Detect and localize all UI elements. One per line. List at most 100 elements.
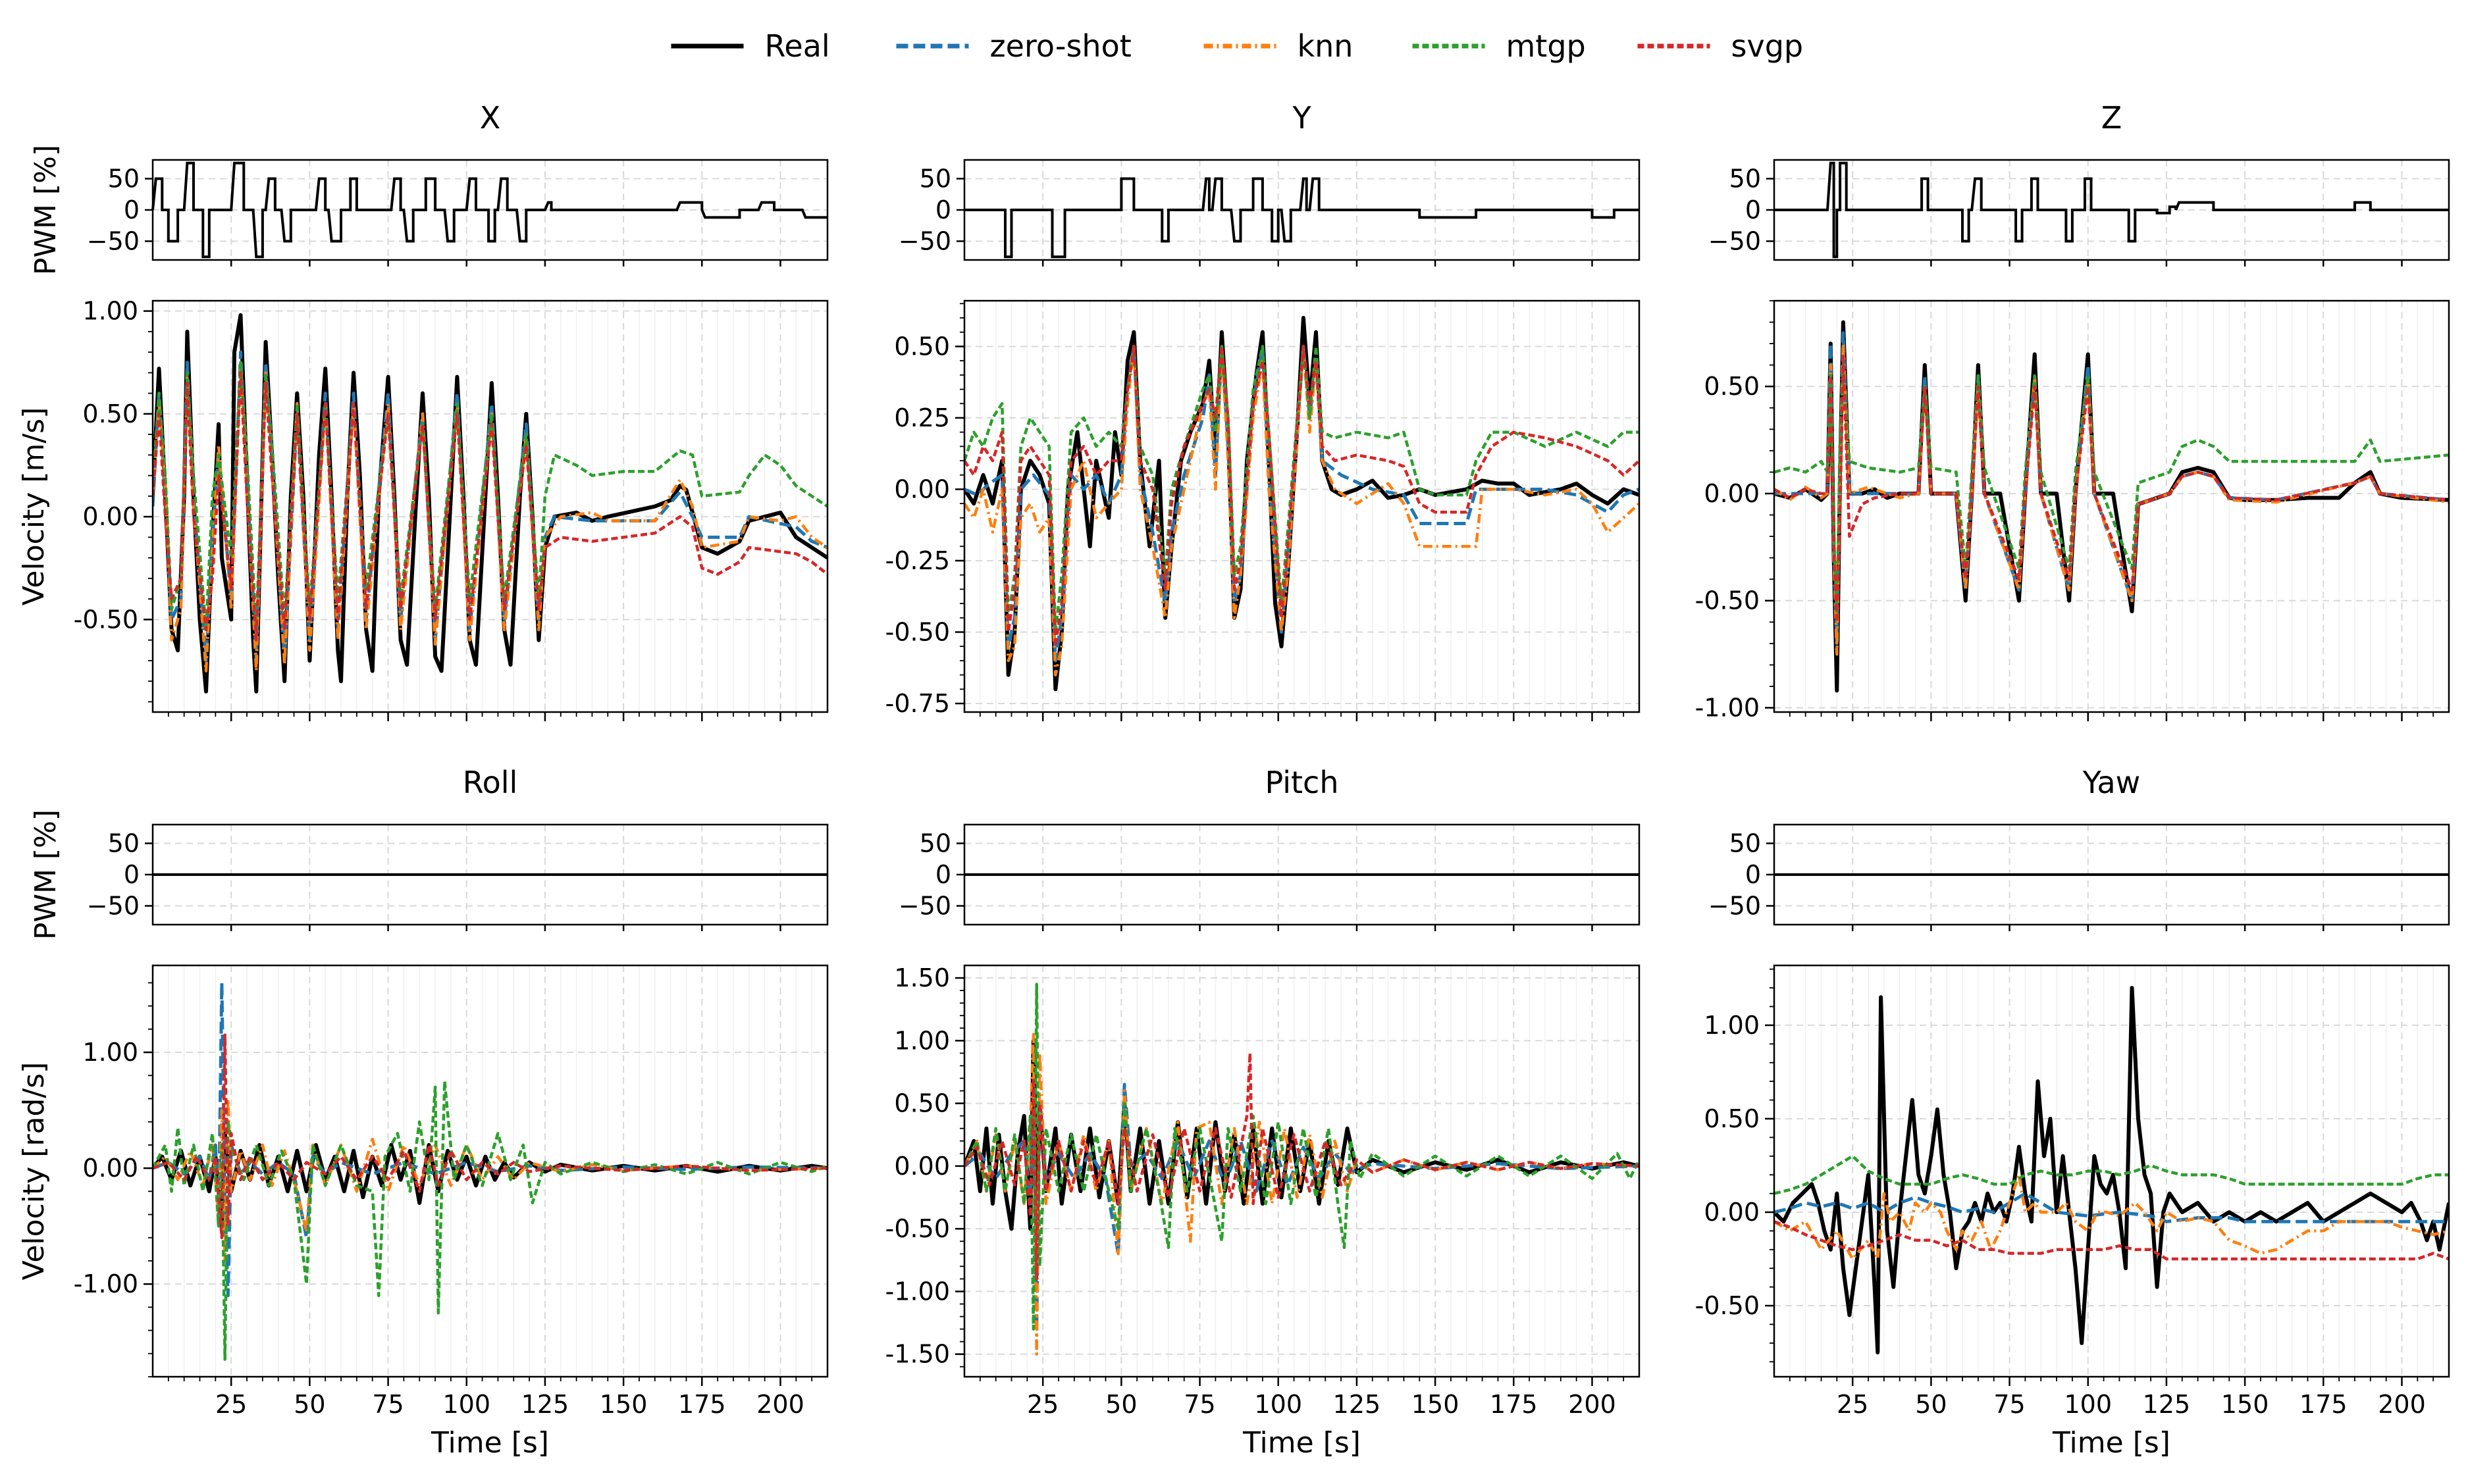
series-line-zero-shot xyxy=(964,344,1639,663)
pwm-ytick-label: 0 xyxy=(935,195,951,224)
xtick-label: 75 xyxy=(1184,1390,1215,1419)
ytick-label: 0.50 xyxy=(894,332,950,361)
pwm-ytick-label: −50 xyxy=(899,227,951,256)
xtick-label: 75 xyxy=(1993,1390,2025,1419)
series-line-knn xyxy=(1774,1173,2449,1261)
panel-title-x: X xyxy=(480,100,501,136)
series-line-mtgp xyxy=(153,361,827,632)
pwm-axes-z: 500 −50 xyxy=(1708,159,2450,267)
ytick-label: 1.00 xyxy=(894,1026,950,1055)
ytick-label: -0.50 xyxy=(1695,1291,1760,1320)
pwm-ylabel: PWM [%] xyxy=(29,145,63,275)
series-line-mtgp xyxy=(964,983,1639,1331)
xtick-label: 150 xyxy=(600,1390,648,1419)
ytick-label: -0.50 xyxy=(885,617,950,646)
panel-title-y: Y xyxy=(1292,100,1311,136)
xtick-label: 175 xyxy=(1490,1390,1538,1419)
pwm-ytick-label: 50 xyxy=(108,829,140,858)
pwm-ytick-label: −50 xyxy=(87,892,140,921)
pwm-ytick-label: 50 xyxy=(1729,829,1761,858)
ytick-label: 0.00 xyxy=(1704,479,1760,508)
series-line-svgp xyxy=(153,1033,827,1239)
series-line-knn xyxy=(964,345,1639,677)
pwm-ytick-label: −50 xyxy=(87,227,140,256)
ytick-label: 0.00 xyxy=(894,474,950,503)
pwm-ytick-label: 0 xyxy=(124,195,140,224)
legend-entry-real: Real xyxy=(671,28,830,64)
pwm-ytick-label: −50 xyxy=(1708,227,1761,256)
xtick-label: 150 xyxy=(2221,1390,2269,1419)
series-group xyxy=(964,983,1639,1356)
ytick-label: 0.00 xyxy=(82,502,138,531)
xtick-label: 25 xyxy=(215,1390,247,1419)
velocity-axes-x: 1.00 0.50 0.00 -0.50 Velocity [m/s] xyxy=(17,297,829,721)
xtick-label: 100 xyxy=(1254,1390,1302,1419)
xtick-label: 50 xyxy=(294,1390,325,1419)
velocity-frame xyxy=(963,964,1641,1378)
ytick-label: 0.50 xyxy=(894,1089,950,1118)
pwm-ytick-label: 0 xyxy=(124,860,140,889)
ytick-label: 1.00 xyxy=(82,297,138,326)
series-line-real xyxy=(1774,320,2449,693)
xtick-label: 100 xyxy=(2064,1390,2112,1419)
ytick-label: 0.00 xyxy=(894,1152,950,1181)
ytick-label: 1.00 xyxy=(82,1038,138,1067)
xtick-label: 100 xyxy=(442,1390,490,1419)
pwm-ytick-label: 0 xyxy=(1745,860,1761,889)
panel-title-yaw: Yaw xyxy=(2082,765,2141,800)
panel-z: Z 500 −50 0.50 0.00 -0.50 -1.00 xyxy=(1695,100,2450,722)
velocity-frame xyxy=(963,299,1641,713)
pwm-axes-roll: 500 −50 PWM [%] xyxy=(29,809,829,940)
velocity-axes-roll: 1.00 0.00 -1.00 25 50 75 100 125 150 175 200 Time [… xyxy=(17,964,829,1460)
pwm-ytick-label: 50 xyxy=(1729,165,1761,193)
ylabel: Velocity [rad/s] xyxy=(17,1062,51,1281)
series-group xyxy=(1774,320,2449,693)
xtick-label: 125 xyxy=(2143,1390,2191,1419)
pwm-axes-yaw: 500 −50 xyxy=(1708,823,2450,931)
xtick-label: 25 xyxy=(1027,1390,1059,1419)
xlabel: Time [s] xyxy=(1242,1426,1361,1460)
ytick-label: 0.50 xyxy=(82,399,138,428)
series-line-zero-shot xyxy=(1774,1192,2449,1223)
series-line-svgp xyxy=(153,371,827,642)
pwm-trace-y xyxy=(964,177,1639,259)
ytick-label: -1.50 xyxy=(885,1340,950,1369)
xtick-label: 125 xyxy=(1333,1390,1381,1419)
pwm-ytick-label: −50 xyxy=(899,892,951,921)
panel-title-pitch: Pitch xyxy=(1265,765,1339,800)
legend-entry-knn: knn xyxy=(1203,28,1353,64)
legend-label-real: Real xyxy=(765,28,830,64)
pwm-axes-pitch: 500 −50 xyxy=(899,823,1641,931)
ytick-label: 0.50 xyxy=(1704,372,1760,401)
ytick-label: 1.50 xyxy=(894,963,950,992)
series-group xyxy=(964,316,1639,692)
pwm-axes-y: 500 −50 xyxy=(899,159,1641,267)
xtick-label: 75 xyxy=(372,1390,404,1419)
ytick-label: -0.75 xyxy=(885,689,950,718)
ytick-label: 0.00 xyxy=(1704,1198,1760,1227)
ytick-label: 0.25 xyxy=(894,403,950,432)
xtick-label: 50 xyxy=(1105,1390,1137,1419)
ytick-label: -0.25 xyxy=(885,546,950,575)
series-line-svgp xyxy=(1774,353,2449,624)
chart-legend: Real zero-shot knn mtgp svgp xyxy=(671,28,1803,64)
xtick-label: 200 xyxy=(756,1390,804,1419)
velocity-axes-y: 0.50 0.25 0.00 -0.25 -0.50 -0.75 xyxy=(885,299,1641,721)
ytick-label: -0.50 xyxy=(885,1214,950,1243)
ylabel: Velocity [m/s] xyxy=(17,407,51,606)
velocity-axes-z: 0.50 0.00 -0.50 -1.00 xyxy=(1695,299,2450,722)
legend-entry-mtgp: mtgp xyxy=(1412,28,1586,64)
ytick-label: 0.50 xyxy=(1704,1104,1760,1133)
series-line-zero-shot xyxy=(964,1083,1639,1331)
legend-label-mtgp: mtgp xyxy=(1506,28,1586,64)
pwm-ytick-label: 0 xyxy=(935,860,951,889)
pwm-trace-z xyxy=(1774,161,2449,259)
xlabel: Time [s] xyxy=(2052,1426,2170,1460)
series-group xyxy=(153,313,827,694)
legend-entry-zero-shot: zero-shot xyxy=(896,28,1132,64)
legend-label-zero-shot: zero-shot xyxy=(990,28,1132,64)
velocity-frame xyxy=(151,299,829,713)
ytick-label: -1.00 xyxy=(1695,693,1760,722)
pwm-ytick-label: −50 xyxy=(1708,892,1761,921)
